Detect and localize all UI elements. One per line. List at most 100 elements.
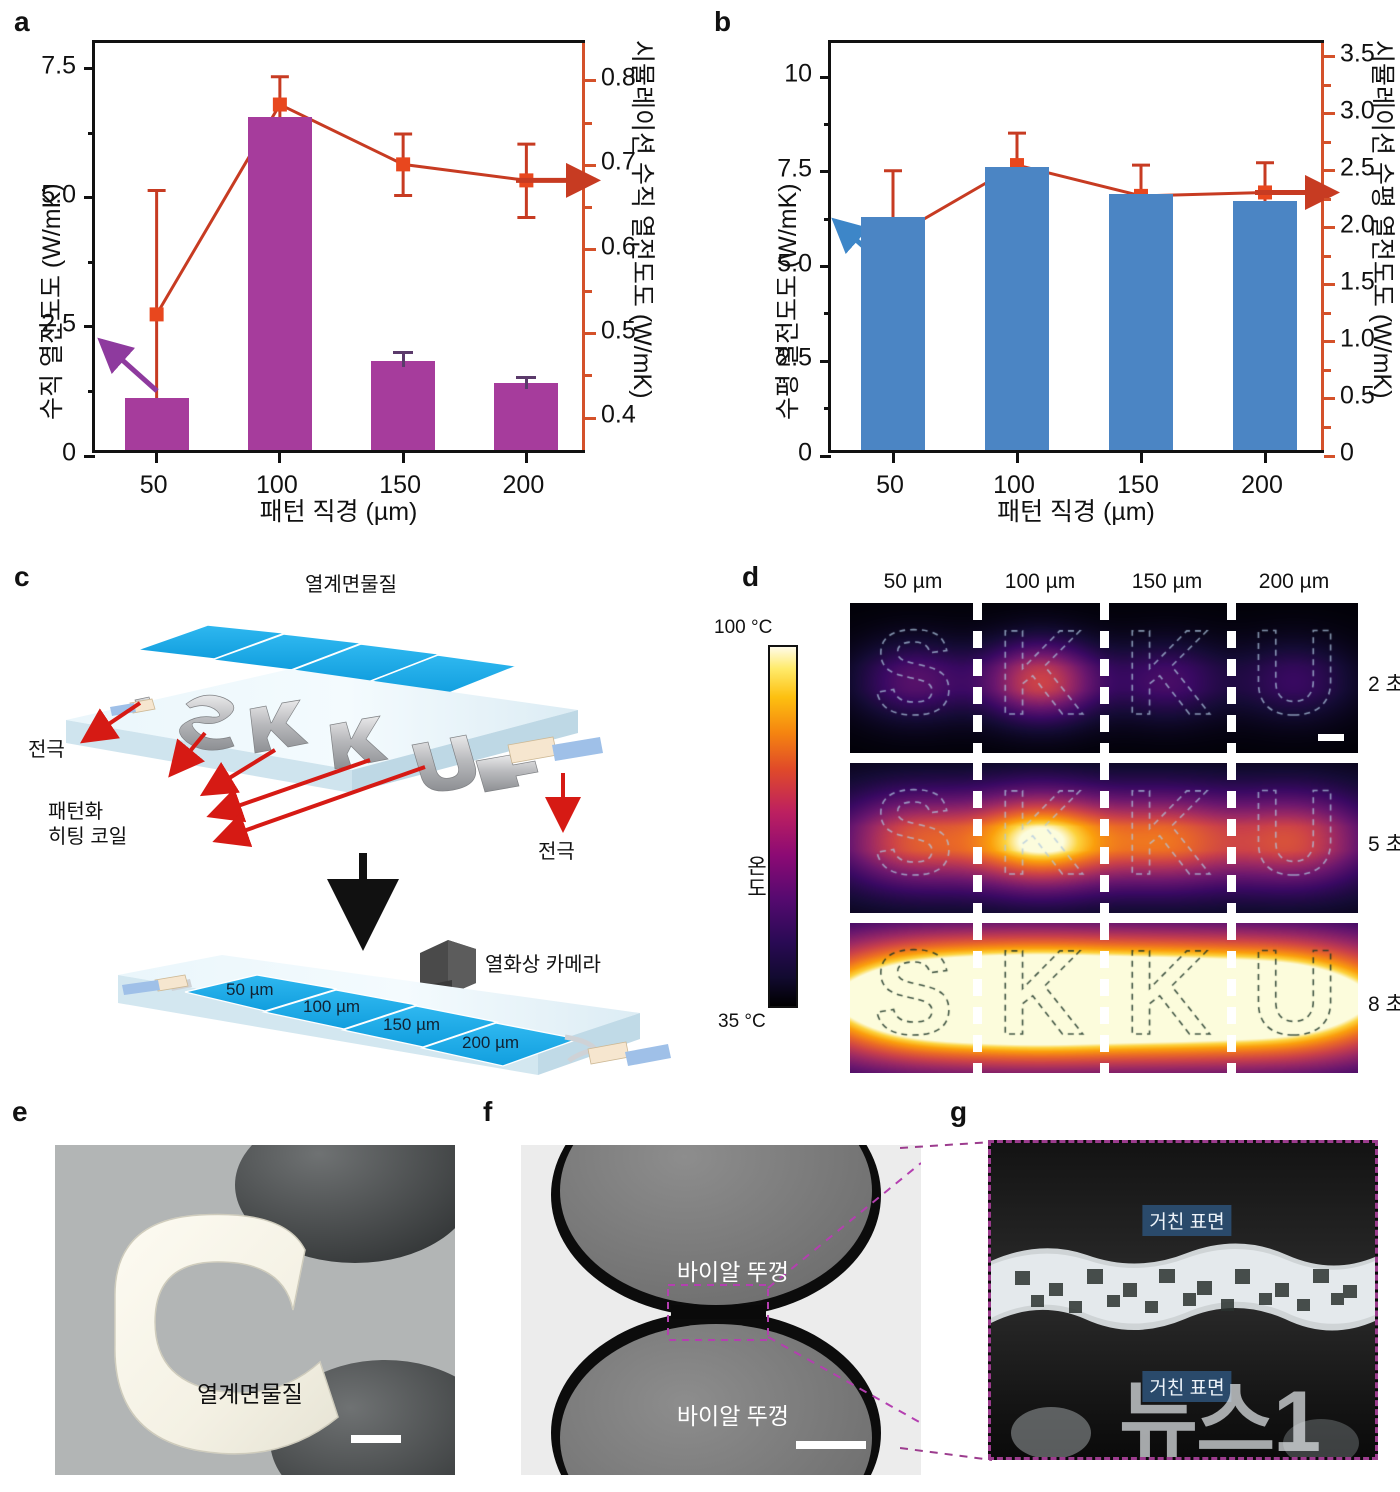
y-axis-tick-label-left: 2.5 (777, 343, 812, 372)
label-electrode-left: 전극 (28, 739, 65, 761)
watermark-news1: 뉴스1 (1119, 1374, 1321, 1460)
tim-tiles-top (136, 624, 520, 696)
plot-area-a (84, 40, 601, 463)
thermal-image-row-5s (850, 763, 1358, 913)
thermal-divider (972, 763, 982, 913)
y-axis-tick-left (820, 170, 831, 174)
arrow-coil-1 (168, 731, 207, 778)
y-axis-minor-tick-right (1324, 368, 1331, 372)
colorbar-max-label: 100 °C (714, 617, 773, 638)
y-axis-minor-tick-left (824, 217, 831, 221)
y-axis-minor-tick-right (1324, 311, 1331, 315)
photo-e-svg (55, 1145, 455, 1475)
x-axis-tick-label: 200 (502, 471, 545, 499)
simulation-marker (149, 307, 164, 322)
row-time-label-5s: 5 초 (1368, 833, 1400, 856)
y-axis-tick-left (84, 67, 95, 71)
arrow-electrode-left (80, 701, 142, 744)
row-time-label-8s: 8 초 (1368, 993, 1400, 1016)
photo-f-svg (521, 1145, 921, 1475)
y-axis-tick-left (820, 359, 831, 363)
y-axis-tick-label-left: 0 (798, 438, 812, 467)
y-axis-tick-label-left: 2.5 (41, 309, 76, 338)
y-axis-minor-tick-left (88, 131, 95, 135)
y-axis-tick-label-left: 7.5 (41, 51, 76, 80)
y-axis-tick-label-right: 0.5 (601, 316, 636, 345)
y-axis-minor-tick-right (1324, 254, 1331, 258)
plot-area-b (820, 40, 1340, 463)
y-axis-tick-label-right: 3.0 (1340, 96, 1375, 125)
y-axis-tick-right (585, 79, 596, 83)
y-axis-minor-tick-left (824, 407, 831, 411)
label-heating-coil: 패턴화 히팅 코일 (48, 800, 127, 850)
y-axis-tick-left (84, 196, 95, 200)
y-axis-tick-label-right: 0 (1340, 438, 1354, 467)
arrow-coil-2 (199, 748, 277, 797)
right-spine-a (582, 43, 585, 450)
bar-100 (984, 167, 1050, 450)
x-axis-tick (278, 450, 282, 463)
axis-title-x-a: 패턴 직경 (µm) (259, 498, 418, 526)
x-axis-tick-label: 100 (993, 471, 1035, 499)
zoom-connector-lines (900, 1141, 993, 1461)
y-axis-tick-right (1324, 55, 1335, 59)
bar-error-cap (393, 351, 414, 355)
y-axis-minor-tick-right (1324, 83, 1331, 87)
simulation-marker (396, 157, 411, 172)
label-electrode-right: 전극 (538, 841, 575, 863)
schematic-svg-c (66, 624, 671, 1075)
x-axis-tick (155, 450, 159, 463)
thermal-divider (1226, 923, 1236, 1073)
y-axis-tick-label-right: 2.5 (1340, 153, 1375, 182)
x-axis-tick (401, 450, 405, 463)
scale-bar-e (351, 1435, 401, 1443)
y-axis-tick-label-right: 3.5 (1340, 39, 1375, 68)
x-axis-tick (1015, 450, 1019, 463)
bar-50 (124, 398, 189, 450)
y-axis-tick-label-left: 10 (784, 59, 812, 88)
y-axis-minor-tick-left (824, 312, 831, 316)
colorbar-axis-label: 온도 (744, 855, 767, 899)
caption-tim-e: 열계면물질 (197, 1381, 303, 1407)
chart-panel-b: 수평 열전도도 (W/mK) 시뮬레이션 수평 열전도도 (W/mK) 패턴 직… (700, 0, 1400, 540)
y-axis-tick-right (585, 332, 596, 336)
y-axis-tick-label-right: 0.6 (601, 232, 636, 260)
y-axis-tick-right (585, 163, 596, 167)
y-axis-tick-label-left: 5.0 (777, 249, 812, 278)
thermal-scale-bar (1318, 734, 1344, 741)
y-axis-tick-right (1324, 454, 1335, 458)
y-axis-tick-left (84, 454, 95, 458)
chart-panel-a: 수직 열전도도 (W/mK) 시뮬레이션 수직 열전도도 (W/mK) 패턴 직… (0, 0, 700, 540)
y-axis-tick-label-right: 0.5 (1340, 381, 1375, 410)
y-axis-tick-label-left: 7.5 (777, 154, 812, 183)
colorbar-min-label: 35 °C (718, 1011, 766, 1032)
panel-letter-a: a (14, 6, 30, 37)
y-axis-tick-right (1324, 340, 1335, 344)
panel-letter-e: e (12, 1096, 28, 1127)
bar-50 (860, 216, 926, 450)
simulation-line (892, 163, 1266, 239)
thermal-divider (972, 603, 982, 753)
bar-error-cap (516, 375, 537, 379)
tile-100 (261, 989, 418, 1030)
thermal-divider (1099, 763, 1109, 913)
arrow-coil-4 (212, 765, 426, 847)
y-axis-minor-tick-right (585, 374, 592, 378)
x-axis-tick-label: 150 (1117, 471, 1159, 499)
column-header-100: 100 µm (1004, 570, 1076, 593)
x-axis-tick (891, 450, 895, 463)
y-axis-minor-tick-right (585, 121, 592, 125)
arrow-coil-3 (206, 758, 371, 823)
axis-title-y-left-b: 수평 열전도도 (W/mK) (774, 183, 802, 420)
y-axis-tick-label-right: 2.0 (1340, 210, 1375, 239)
bar-200 (494, 382, 559, 450)
badge-rough-surface-bottom: 거친 표면 (1142, 1371, 1232, 1402)
y-axis-tick-left (820, 454, 831, 458)
column-header-50: 50 µm (883, 570, 943, 593)
panel-letter-g: g (950, 1096, 968, 1127)
thermal-divider (972, 923, 982, 1073)
thermal-divider (1226, 603, 1236, 753)
x-axis-tick (1263, 450, 1267, 463)
y-axis-tick-right (1324, 226, 1335, 230)
panel-letter-b: b (714, 6, 732, 37)
